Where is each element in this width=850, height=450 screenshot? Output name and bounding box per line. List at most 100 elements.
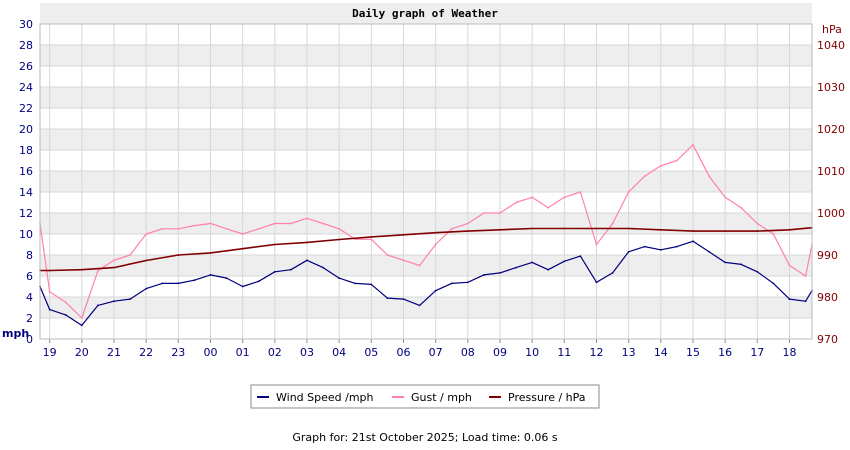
wind-speed-point — [515, 266, 517, 269]
wind-speed-point — [193, 279, 196, 282]
gust-point — [241, 233, 244, 235]
wind-speed-point — [627, 250, 630, 253]
pressure-point — [434, 231, 437, 234]
wind-speed-point — [692, 240, 694, 243]
legend-gust-label: Gust / mph — [411, 391, 472, 404]
wind-speed-point — [80, 324, 83, 327]
right-tick-label: 970 — [817, 333, 838, 346]
gust-point — [466, 222, 469, 225]
wind-speed-point — [322, 266, 324, 269]
gust-point — [483, 212, 485, 214]
wind-speed-point — [161, 282, 164, 285]
gust-point — [611, 222, 614, 225]
right-tick-label: 1040 — [817, 39, 845, 52]
wind-speed-point — [804, 300, 807, 303]
gust-line — [39, 144, 813, 319]
right-tick-label: 990 — [817, 249, 838, 262]
wind-speed-point — [595, 281, 598, 284]
background-band — [40, 129, 812, 150]
gust-point — [676, 159, 678, 162]
x-tick-label: 13 — [622, 346, 636, 359]
x-tick-label: 04 — [332, 346, 346, 359]
x-tick-label: 17 — [750, 346, 764, 359]
x-tick-label: 16 — [718, 346, 732, 359]
pressure-point — [370, 236, 373, 238]
gust-point — [402, 259, 405, 262]
gust-point — [627, 191, 630, 193]
wind-speed-point — [450, 282, 453, 285]
x-tick-label: 00 — [203, 346, 217, 359]
wind-speed-point — [434, 289, 437, 292]
x-axis-ticks: 19 20 21 22 23 00 01 02 03 04 05 06 07 08 09 10 11 12 13 14… — [43, 346, 797, 359]
gust-point — [273, 222, 276, 225]
gust-point — [643, 175, 646, 178]
x-tick-label: 18 — [782, 346, 796, 359]
x-tick-label: 08 — [461, 346, 475, 359]
right-tick-label: 1030 — [817, 81, 845, 94]
legend: Wind Speed /mph Gust / mph Pressure / hP… — [250, 384, 600, 409]
pressure-point — [306, 241, 308, 244]
left-tick-label: 12 — [19, 207, 33, 220]
gust-point — [290, 222, 292, 225]
wind-speed-point — [209, 274, 212, 276]
wind-speed-point — [370, 283, 373, 286]
gust-point — [64, 301, 67, 304]
gust-point — [257, 227, 260, 230]
wind-speed-point — [306, 259, 308, 262]
footer-status: Graph for: 21st October 2025; Load time:… — [292, 431, 558, 444]
gust-point — [659, 164, 662, 167]
wind-speed-point — [48, 308, 51, 311]
gust-point — [756, 222, 759, 225]
pressure-point — [402, 233, 405, 236]
x-tick-label: 10 — [525, 346, 539, 359]
x-tick-label: 06 — [396, 346, 410, 359]
wind-speed-point — [177, 282, 180, 285]
wind-speed-point — [225, 277, 228, 279]
x-tick-label: 14 — [654, 346, 668, 359]
right-tick-label: 1010 — [817, 165, 845, 178]
gust-point — [434, 243, 437, 246]
gust-point — [386, 254, 389, 256]
pressure-point — [692, 230, 694, 233]
gust-point — [177, 227, 180, 230]
wind-speed-point — [788, 298, 791, 300]
series-layer — [39, 143, 813, 327]
pressure-point — [177, 254, 180, 256]
pressure-point — [659, 228, 662, 231]
wind-speed-point — [483, 274, 485, 276]
pressure-line — [40, 226, 813, 272]
wind-speed-point — [145, 287, 148, 290]
left-tick-label: 22 — [19, 102, 33, 115]
wind-speed-point — [64, 314, 67, 316]
gust-point — [740, 206, 743, 209]
x-tick-label: 20 — [75, 346, 89, 359]
gust-point — [450, 227, 453, 230]
left-tick-label: 2 — [26, 312, 33, 325]
gust-point — [531, 196, 533, 199]
pressure-point — [338, 238, 340, 241]
legend-pressure-label: Pressure / hPa — [508, 391, 586, 404]
gust-point — [788, 264, 791, 267]
x-tick-label: 02 — [268, 346, 282, 359]
wind-speed-point — [643, 245, 646, 248]
pressure-point — [788, 228, 791, 231]
x-tick-label: 12 — [589, 346, 603, 359]
background-band — [40, 45, 812, 66]
wind-speed-point — [724, 261, 726, 264]
left-tick-label: 20 — [19, 123, 33, 136]
left-tick-label: 6 — [26, 270, 33, 283]
pressure-point — [756, 230, 759, 233]
left-tick-label: 30 — [19, 18, 33, 31]
wind-speed-point — [547, 268, 550, 271]
wind-speed-point — [499, 272, 501, 274]
wind-speed-point — [740, 263, 743, 266]
wind-speed-point — [354, 282, 357, 285]
background-band — [40, 171, 812, 192]
pressure-point — [209, 252, 212, 254]
wind-speed-point — [708, 250, 710, 253]
wind-speed-point — [676, 245, 678, 248]
right-tick-label: 980 — [817, 291, 838, 304]
wind-speed-point — [386, 297, 389, 299]
